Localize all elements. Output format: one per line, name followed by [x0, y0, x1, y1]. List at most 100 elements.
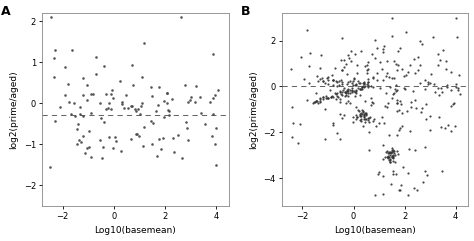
Point	[406, 63, 414, 67]
Point	[319, 79, 327, 83]
Point	[419, 180, 427, 184]
Point	[83, 146, 91, 150]
Point	[105, 101, 112, 105]
Point	[324, 82, 332, 86]
Point	[391, 151, 398, 154]
Point	[135, 134, 143, 137]
Point	[359, 124, 366, 128]
Point	[399, 124, 406, 128]
Point	[319, 97, 327, 100]
Point	[348, 81, 356, 85]
Point	[314, 74, 321, 78]
Point	[401, 74, 408, 78]
Point	[389, 154, 397, 158]
Point	[312, 92, 319, 95]
Point	[393, 88, 401, 92]
Point	[80, 134, 87, 138]
Point	[289, 135, 296, 139]
Point	[96, 101, 103, 105]
Point	[129, 83, 137, 87]
Point	[356, 114, 364, 118]
Point	[389, 149, 397, 153]
Point	[332, 92, 339, 96]
Point	[343, 72, 350, 76]
Point	[177, 15, 185, 19]
Point	[301, 77, 308, 81]
Point	[364, 77, 372, 81]
Point	[355, 81, 362, 85]
Point	[64, 82, 72, 86]
Point	[375, 170, 383, 174]
Point	[74, 122, 82, 126]
Point	[415, 55, 422, 59]
Point	[155, 86, 163, 89]
Point	[388, 16, 396, 20]
Point	[79, 94, 87, 97]
Point	[196, 95, 203, 99]
Point	[429, 35, 437, 39]
Point	[365, 120, 373, 124]
Point	[363, 113, 370, 117]
Point	[364, 67, 372, 71]
Point	[403, 109, 410, 113]
Point	[317, 100, 324, 104]
Point	[324, 96, 332, 100]
Point	[361, 120, 368, 124]
Point	[372, 193, 379, 197]
Y-axis label: log2(prime/aged): log2(prime/aged)	[9, 70, 18, 149]
Point	[169, 97, 176, 101]
Point	[327, 95, 335, 99]
Point	[333, 94, 341, 98]
Point	[96, 138, 104, 142]
Point	[404, 70, 412, 74]
Point	[383, 71, 391, 75]
Point	[133, 132, 141, 135]
Point	[152, 109, 159, 113]
Point	[414, 188, 421, 192]
Point	[359, 109, 366, 113]
Point	[434, 63, 442, 67]
Point	[363, 68, 370, 72]
Point	[340, 86, 348, 90]
Point	[365, 130, 373, 134]
Point	[83, 98, 91, 102]
Point	[155, 103, 162, 107]
Point	[447, 104, 454, 108]
Point	[117, 149, 125, 153]
Point	[165, 113, 173, 117]
Point	[347, 49, 355, 53]
Point	[386, 153, 393, 156]
Point	[386, 158, 394, 162]
Point	[444, 83, 451, 87]
Point	[87, 155, 95, 159]
Point	[357, 117, 365, 120]
Point	[102, 107, 109, 111]
Point	[384, 101, 392, 105]
Point	[456, 92, 464, 96]
Point	[350, 77, 358, 80]
Point	[388, 76, 396, 80]
Point	[317, 97, 324, 101]
Point	[360, 114, 368, 118]
Point	[316, 66, 323, 70]
Point	[369, 75, 377, 79]
Point	[356, 113, 363, 117]
Point	[366, 115, 374, 119]
Point	[395, 108, 402, 112]
Point	[337, 92, 345, 96]
Point	[131, 107, 139, 111]
Point	[123, 93, 130, 97]
Point	[312, 100, 319, 104]
Point	[383, 59, 391, 63]
Point	[148, 142, 156, 146]
Point	[431, 90, 438, 94]
Point	[385, 150, 393, 154]
Point	[329, 95, 337, 99]
Point	[160, 99, 167, 102]
Point	[392, 154, 399, 157]
Point	[347, 59, 355, 62]
Point	[116, 79, 124, 83]
Point	[408, 105, 415, 109]
Point	[435, 93, 442, 97]
Point	[375, 121, 383, 125]
